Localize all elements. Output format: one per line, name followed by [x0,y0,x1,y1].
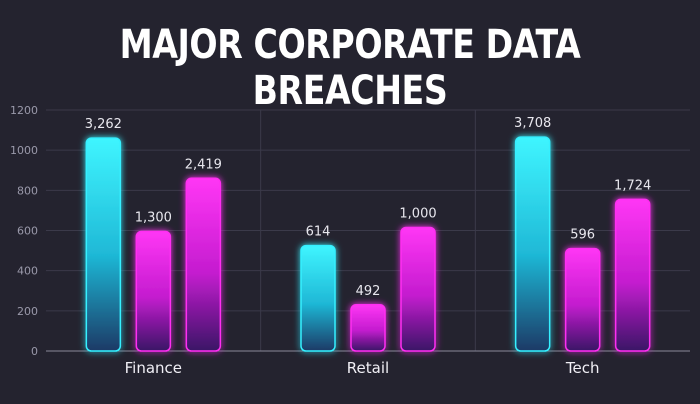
bar-layer [85,136,651,352]
data-label: 1,000 [399,206,436,221]
bar-retail-3 [400,226,436,352]
y-tick-label: 400 [17,265,38,278]
data-label: 1,300 [135,211,172,226]
y-tick-label: 1000 [10,144,38,157]
y-tick-label: 0 [31,345,38,358]
y-tick-label: 200 [17,305,38,318]
y-tick-label: 600 [17,225,38,238]
data-label: 3,262 [85,117,122,132]
data-label: 2,419 [185,157,222,172]
data-label: 614 [306,225,331,240]
x-category-label: Finance [125,359,182,377]
bar-tech-3 [614,198,651,352]
bar-finance-1 [85,137,122,352]
chart-title: MAJOR CORPORATE DATA BREACHES [119,22,581,114]
data-label: 3,708 [514,116,551,131]
data-label: 596 [570,228,595,243]
bar-finance-3 [185,177,222,352]
bar-tech-2 [564,247,601,352]
y-tick-label: 800 [17,184,38,197]
data-label: 492 [356,284,381,299]
x-category-label: Tech [565,359,600,377]
bar-finance-2 [135,230,172,352]
x-category-label: Retail [347,359,389,377]
bar-retail-1 [300,244,336,352]
bar-retail-2 [350,304,386,352]
y-tick-label: 1200 [10,104,38,117]
bar-tech-1 [514,136,551,352]
label-layer: 3,262 1,300 2,419 614 492 1,000 3,708 596 1,724 [85,116,652,299]
data-label: 1,724 [614,178,651,193]
